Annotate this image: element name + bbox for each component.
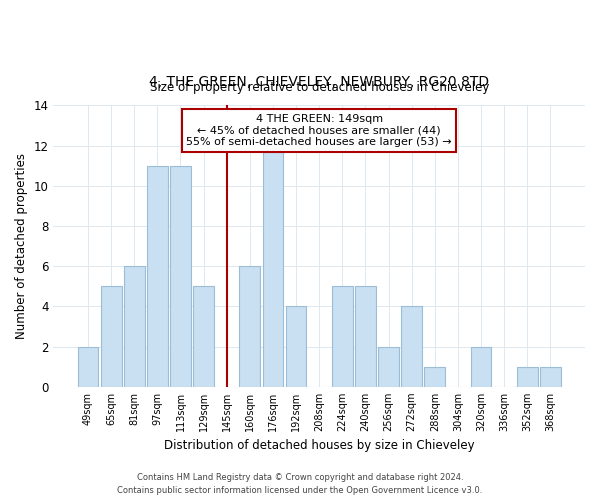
Bar (239, 266, 260, 387)
Bar (424, 366, 445, 387)
Title: 4, THE GREEN, CHIEVELEY, NEWBURY, RG20 8TD: 4, THE GREEN, CHIEVELEY, NEWBURY, RG20 8… (149, 75, 489, 89)
Bar (517, 366, 538, 387)
Bar (101, 286, 122, 387)
Bar (401, 306, 422, 387)
Bar (355, 286, 376, 387)
Text: Size of property relative to detached houses in Chieveley: Size of property relative to detached ho… (149, 81, 489, 94)
Y-axis label: Number of detached properties: Number of detached properties (15, 153, 28, 339)
Bar (170, 166, 191, 387)
Text: Contains HM Land Registry data © Crown copyright and database right 2024.
Contai: Contains HM Land Registry data © Crown c… (118, 473, 482, 495)
X-axis label: Distribution of detached houses by size in Chieveley: Distribution of detached houses by size … (164, 440, 475, 452)
Bar (378, 346, 399, 387)
Bar (263, 146, 283, 387)
Bar (332, 286, 353, 387)
Bar (193, 286, 214, 387)
Bar (124, 266, 145, 387)
Bar (540, 366, 561, 387)
Bar (77, 346, 98, 387)
Bar (470, 346, 491, 387)
Text: 4 THE GREEN: 149sqm  
← 45% of detached houses are smaller (44)
55% of semi-deta: 4 THE GREEN: 149sqm ← 45% of detached ho… (187, 114, 452, 147)
Bar (147, 166, 168, 387)
Bar (286, 306, 307, 387)
